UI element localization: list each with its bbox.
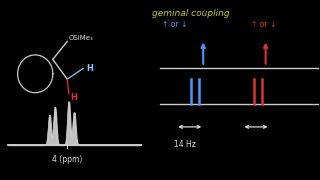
Text: H: H <box>86 64 93 73</box>
Text: 14 Hz: 14 Hz <box>174 140 196 149</box>
Text: OSiMe₃: OSiMe₃ <box>69 35 93 40</box>
Text: 4 (ppm): 4 (ppm) <box>52 155 82 164</box>
Text: ↑ or ↓: ↑ or ↓ <box>251 20 276 29</box>
Text: ↑ or ↓: ↑ or ↓ <box>162 20 187 29</box>
Text: H: H <box>70 93 77 102</box>
Text: geminal coupling: geminal coupling <box>152 9 229 18</box>
